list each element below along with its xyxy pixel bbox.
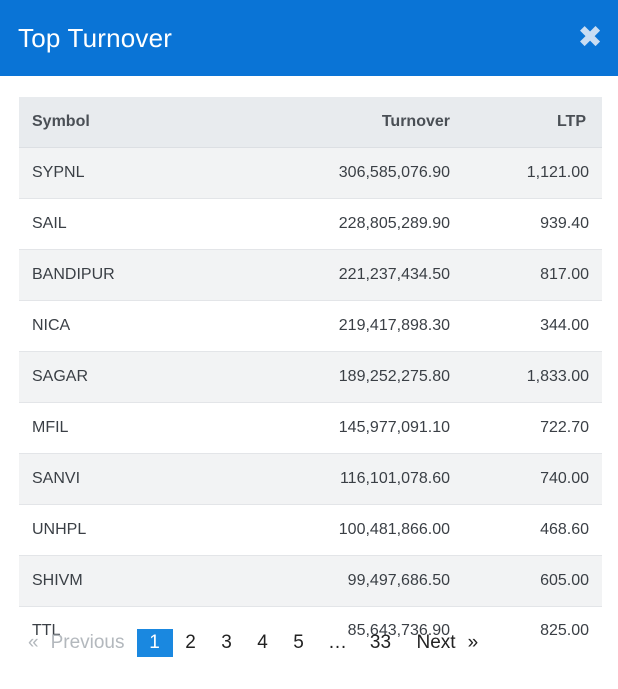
table-row[interactable]: SYPNL 306,585,076.90 1,121.00: [19, 147, 602, 199]
cell-turnover: 85,643,736.90: [233, 606, 450, 655]
modal-title: Top Turnover: [18, 22, 173, 53]
table-row[interactable]: NICA 219,417,898.30 344.00: [19, 300, 602, 352]
pagination: « Previous 1 2 3 4 5 … 33 Next »: [28, 629, 478, 657]
cell-symbol: SYPNL: [19, 147, 233, 199]
cell-symbol: SAIL: [19, 198, 233, 250]
page-button-1[interactable]: 1: [136, 629, 173, 657]
cell-ltp: 344.00: [450, 300, 602, 352]
cell-turnover: 189,252,275.80: [233, 351, 450, 403]
table-row[interactable]: BANDIPUR 221,237,434.50 817.00: [19, 249, 602, 301]
cell-turnover: 100,481,866.00: [233, 504, 450, 556]
next-label: Next: [416, 632, 456, 653]
page-button-2[interactable]: 2: [185, 632, 196, 653]
page-button-3[interactable]: 3: [221, 632, 232, 653]
pagination-ellipsis: …: [328, 632, 347, 653]
table-row[interactable]: MFIL 145,977,091.10 722.70: [19, 402, 602, 454]
table-body: SYPNL 306,585,076.90 1,121.00 SAIL 228,8…: [19, 147, 602, 655]
cell-ltp: 939.40: [450, 198, 602, 250]
cell-turnover: 145,977,091.10: [233, 402, 450, 454]
cell-turnover: 221,237,434.50: [233, 249, 450, 301]
previous-label: Previous: [50, 632, 125, 653]
cell-symbol: SAGAR: [19, 351, 233, 403]
cell-symbol: TTL: [19, 606, 233, 655]
close-icon[interactable]: ✖: [577, 21, 603, 54]
cell-ltp: 722.70: [450, 402, 602, 454]
turnover-table-container: Symbol Turnover LTP SYPNL 306,585,076.90…: [19, 97, 602, 655]
cell-turnover: 228,805,289.90: [233, 198, 450, 250]
turnover-table: Symbol Turnover LTP SYPNL 306,585,076.90…: [19, 97, 602, 655]
cell-ltp: 1,833.00: [450, 351, 602, 403]
page-button-4[interactable]: 4: [257, 632, 268, 653]
next-page-button[interactable]: Next »: [417, 629, 479, 657]
cell-ltp: 605.00: [450, 555, 602, 607]
cell-turnover: 219,417,898.30: [233, 300, 450, 352]
cell-ltp: 740.00: [450, 453, 602, 505]
cell-symbol: UNHPL: [19, 504, 233, 556]
cell-ltp: 825.00: [450, 606, 602, 655]
column-header-turnover: Turnover: [233, 97, 450, 148]
table-row[interactable]: SAGAR 189,252,275.80 1,833.00: [19, 351, 602, 403]
cell-turnover: 99,497,686.50: [233, 555, 450, 607]
table-header: Symbol Turnover LTP: [19, 97, 602, 148]
cell-symbol: SANVI: [19, 453, 233, 505]
table-row[interactable]: SHIVM 99,497,686.50 605.00: [19, 555, 602, 607]
cell-ltp: 1,121.00: [450, 147, 602, 199]
cell-symbol: SHIVM: [19, 555, 233, 607]
table-row[interactable]: UNHPL 100,481,866.00 468.60: [19, 504, 602, 556]
column-header-symbol: Symbol: [19, 97, 233, 148]
previous-page-button[interactable]: « Previous: [28, 629, 125, 657]
cell-ltp: 817.00: [450, 249, 602, 301]
cell-ltp: 468.60: [450, 504, 602, 556]
modal-header: Top Turnover ✖: [0, 0, 618, 76]
page-button-last[interactable]: 33: [369, 632, 392, 653]
cell-turnover: 116,101,078.60: [233, 453, 450, 505]
table-header-row: Symbol Turnover LTP: [19, 97, 602, 148]
page-button-5[interactable]: 5: [293, 632, 304, 653]
column-header-ltp: LTP: [450, 97, 602, 148]
double-chevron-left-icon: «: [28, 632, 39, 653]
table-row[interactable]: SANVI 116,101,078.60 740.00: [19, 453, 602, 505]
cell-symbol: MFIL: [19, 402, 233, 454]
table-row[interactable]: SAIL 228,805,289.90 939.40: [19, 198, 602, 250]
double-chevron-right-icon: »: [467, 632, 479, 653]
cell-turnover: 306,585,076.90: [233, 147, 450, 199]
cell-symbol: NICA: [19, 300, 233, 352]
cell-symbol: BANDIPUR: [19, 249, 233, 301]
table-row[interactable]: TTL 85,643,736.90 825.00: [19, 606, 602, 655]
